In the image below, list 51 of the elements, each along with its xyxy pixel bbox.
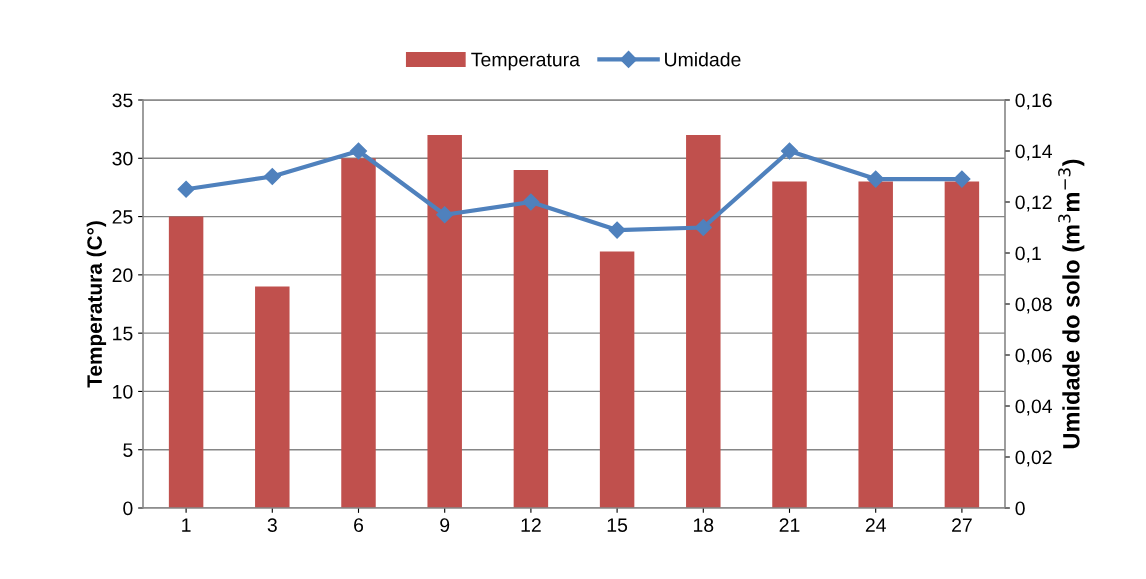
point	[522, 193, 540, 211]
bar	[168, 216, 204, 508]
x-tick-label: 6	[354, 518, 364, 532]
y-axis-title: Temperatura (C°)	[86, 221, 107, 388]
y2-tick-label: 0,04	[1015, 399, 1052, 416]
y2-tick-label: 0,08	[1015, 297, 1052, 314]
y-tick-label: 25	[112, 210, 133, 224]
point	[867, 170, 885, 188]
x-tick-label: 24	[865, 518, 886, 532]
bar	[427, 134, 462, 508]
bar	[599, 251, 635, 508]
legend-label: Umidade	[665, 52, 741, 67]
x-tick-label: 21	[779, 518, 800, 532]
bar	[341, 158, 376, 508]
point	[780, 142, 799, 160]
bar	[686, 134, 721, 508]
x-tick-label: 1	[182, 518, 191, 532]
x-tick-label: 3	[267, 518, 277, 532]
y2-tick-label: 0,16	[1015, 93, 1052, 110]
y2-tick-label: 0,06	[1015, 348, 1052, 365]
y2-tick-label: 0	[1015, 501, 1025, 516]
bar	[255, 286, 290, 508]
y-tick-label: 20	[112, 268, 133, 283]
y2-tick-label: 0,14	[1015, 144, 1052, 161]
x-tick-label: 15	[607, 518, 628, 532]
point	[177, 180, 195, 198]
y2-axis-title: Umidade do solo (m$^{3}$m$^{−3}$)	[1058, 159, 1085, 449]
point	[694, 218, 712, 237]
bar	[944, 181, 980, 508]
bar	[858, 181, 893, 508]
point	[436, 206, 454, 224]
x-tick-label: 9	[440, 518, 450, 532]
y-tick-label: 10	[113, 384, 133, 399]
bar	[513, 169, 549, 508]
y2-tick-label: 0,02	[1015, 450, 1052, 467]
y-tick-label: 35	[112, 93, 133, 108]
y-tick-label: 5	[123, 443, 133, 457]
point	[349, 142, 368, 160]
y-tick-label: 0	[123, 501, 133, 516]
y-tick-label: 30	[112, 151, 133, 166]
y2-tick-label: 0,1	[1015, 246, 1041, 263]
point	[263, 167, 281, 186]
x-tick-label: 27	[952, 518, 972, 532]
y-tick-label: 15	[113, 326, 133, 341]
x-tick-label: 12	[521, 518, 541, 532]
x-tick-label: 18	[693, 518, 714, 532]
point	[608, 221, 626, 239]
bar	[772, 181, 807, 508]
legend-label: Temperatura	[471, 52, 580, 71]
y2-tick-label: 0,12	[1015, 195, 1052, 212]
point	[953, 170, 971, 188]
